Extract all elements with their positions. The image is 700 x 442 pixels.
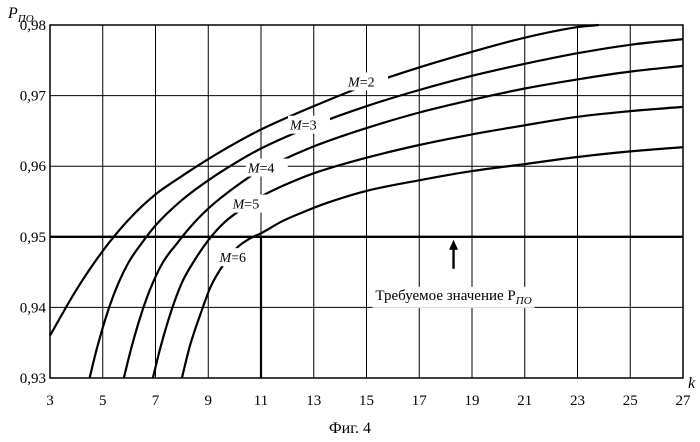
series-label: M=3 xyxy=(289,119,317,134)
annotation-arrow-head xyxy=(449,240,458,250)
figure-caption: Фиг. 4 xyxy=(329,420,371,437)
series-label: M=6 xyxy=(218,251,246,266)
series-label: M=2 xyxy=(347,75,375,90)
y-tick-label: 0,94 xyxy=(20,300,47,316)
series-line-M4 xyxy=(124,66,683,378)
y-axis-label: PПО xyxy=(7,5,34,25)
x-tick-label: 21 xyxy=(517,393,532,409)
x-tick-label: 19 xyxy=(465,393,480,409)
x-tick-label: 15 xyxy=(359,393,374,409)
y-tick-label: 0,95 xyxy=(20,230,46,246)
x-tick-label: 7 xyxy=(152,393,160,409)
y-tick-label: 0,96 xyxy=(20,159,47,175)
series-label: M=5 xyxy=(232,198,260,213)
series-line-M5 xyxy=(153,107,683,378)
series-label: M=4 xyxy=(247,162,275,177)
x-tick-label: 25 xyxy=(623,393,638,409)
x-tick-label: 27 xyxy=(676,393,692,409)
x-tick-label: 13 xyxy=(306,393,321,409)
x-tick-label: 9 xyxy=(205,393,213,409)
y-tick-label: 0,93 xyxy=(20,371,46,387)
x-tick-label: 3 xyxy=(46,393,54,409)
x-tick-label: 17 xyxy=(412,393,428,409)
y-tick-label: 0,97 xyxy=(20,89,47,105)
x-tick-label: 5 xyxy=(99,393,107,409)
annotations: M=2M=3M=4M=5M=6Требуемое значение PПОPПО… xyxy=(7,5,696,437)
x-axis-label: k xyxy=(688,375,696,392)
x-tick-label: 11 xyxy=(254,393,268,409)
x-tick-label: 23 xyxy=(570,393,585,409)
